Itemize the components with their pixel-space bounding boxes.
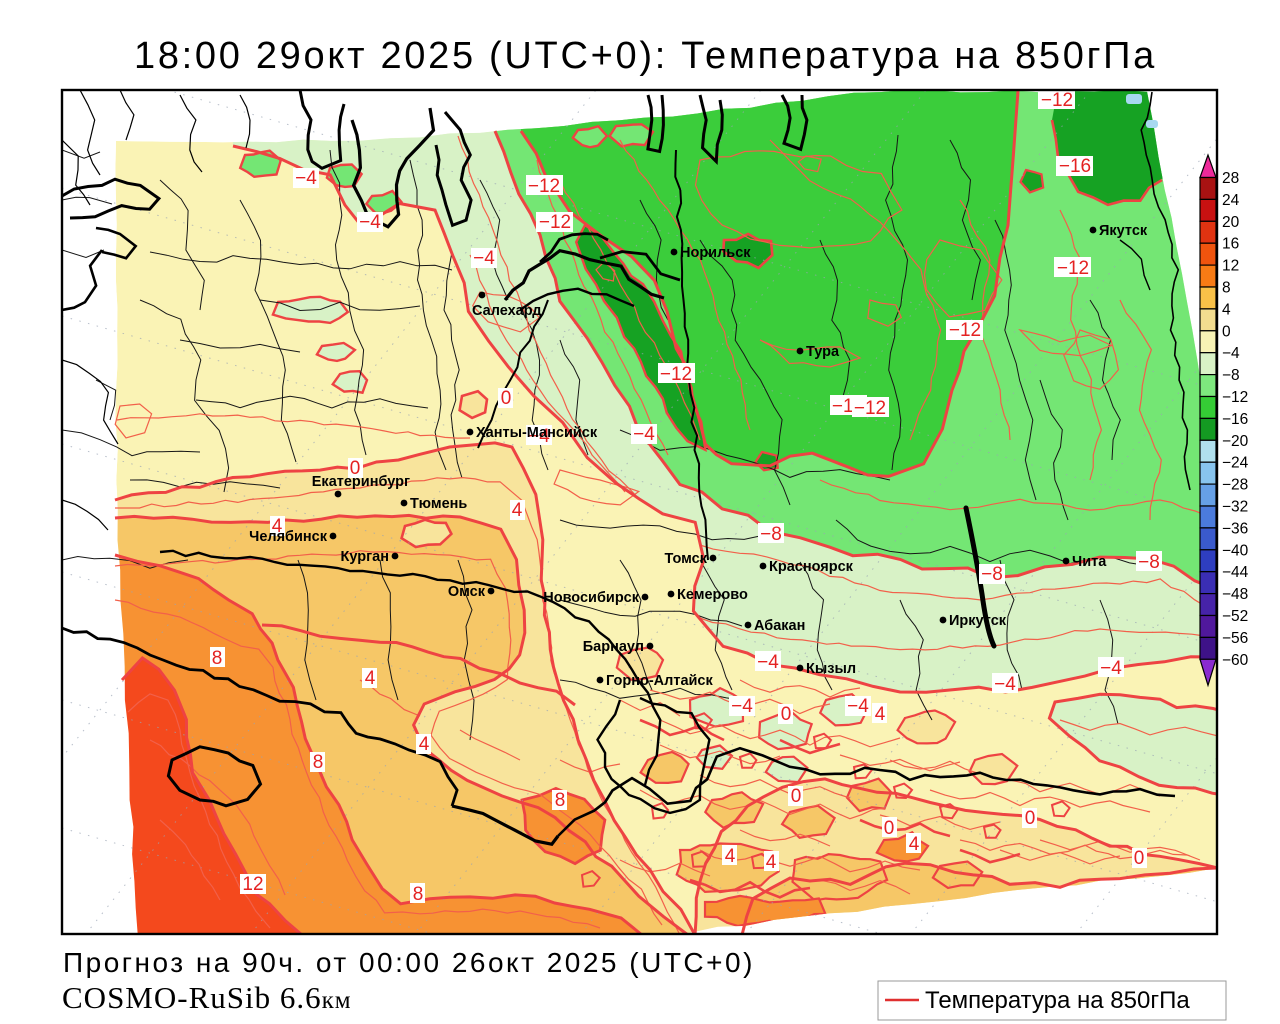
svg-text:Абакан: Абакан — [754, 618, 805, 634]
svg-text:Ханты-Мансийск: Ханты-Мансийск — [476, 425, 598, 441]
svg-text:−44: −44 — [1222, 564, 1249, 581]
svg-text:−4: −4 — [994, 674, 1016, 695]
svg-text:Кемерово: Кемерово — [677, 587, 748, 603]
svg-text:4: 4 — [419, 734, 430, 755]
svg-text:Горно-Алтайск: Горно-Алтайск — [606, 673, 713, 689]
svg-text:Иркутск: Иркутск — [949, 613, 1007, 629]
svg-text:−4: −4 — [1100, 658, 1122, 679]
svg-text:28: 28 — [1222, 170, 1239, 187]
svg-text:−8: −8 — [1222, 367, 1240, 384]
svg-text:8: 8 — [555, 790, 566, 811]
svg-text:24: 24 — [1222, 192, 1240, 209]
svg-text:0: 0 — [884, 818, 895, 839]
svg-text:−12: −12 — [1041, 90, 1073, 111]
svg-text:−52: −52 — [1222, 608, 1248, 625]
svg-text:4: 4 — [512, 500, 523, 521]
svg-text:Новосибирск: Новосибирск — [543, 590, 639, 606]
svg-text:−4: −4 — [1222, 345, 1240, 362]
svg-text:−4: −4 — [757, 652, 779, 673]
svg-text:Салехард: Салехард — [472, 303, 541, 319]
svg-text:−28: −28 — [1222, 477, 1248, 494]
svg-text:4: 4 — [272, 516, 283, 537]
svg-text:Челябинск: Челябинск — [249, 529, 328, 545]
svg-text:0: 0 — [1134, 848, 1145, 869]
svg-text:−40: −40 — [1222, 542, 1249, 559]
svg-text:Барнаул: Барнаул — [583, 639, 644, 655]
svg-text:Температура на 850гПа: Температура на 850гПа — [925, 987, 1190, 1014]
svg-text:Курган: Курган — [341, 549, 389, 565]
svg-text:−36: −36 — [1222, 520, 1248, 537]
svg-text:Норильск: Норильск — [680, 245, 751, 261]
svg-text:−8: −8 — [760, 524, 782, 545]
svg-text:−12: −12 — [1057, 258, 1089, 279]
svg-text:16: 16 — [1222, 236, 1239, 253]
svg-text:−12: −12 — [949, 320, 981, 341]
svg-text:12: 12 — [1222, 258, 1239, 275]
svg-text:−12: −12 — [854, 398, 886, 419]
svg-text:0: 0 — [1025, 808, 1036, 829]
svg-text:Чита: Чита — [1072, 554, 1107, 570]
svg-text:20: 20 — [1222, 214, 1240, 231]
svg-text:−16: −16 — [1059, 156, 1091, 177]
svg-text:−32: −32 — [1222, 499, 1248, 516]
svg-text:COSMO-RuSib 6.6км: COSMO-RuSib 6.6км — [62, 980, 352, 1015]
svg-text:−12: −12 — [660, 364, 692, 385]
svg-text:−12: −12 — [539, 212, 571, 233]
svg-text:4: 4 — [909, 834, 920, 855]
svg-text:8: 8 — [313, 752, 324, 773]
svg-text:−4: −4 — [847, 696, 869, 717]
svg-text:−48: −48 — [1222, 586, 1248, 603]
svg-text:−24: −24 — [1222, 455, 1249, 472]
svg-text:8: 8 — [1222, 280, 1231, 297]
svg-text:Кызыл: Кызыл — [806, 661, 856, 677]
svg-text:−12: −12 — [1222, 389, 1248, 406]
svg-text:−4: −4 — [295, 168, 317, 189]
svg-text:4: 4 — [365, 668, 376, 689]
svg-text:Томск: Томск — [665, 551, 708, 567]
svg-text:−8: −8 — [981, 564, 1003, 585]
svg-text:−8: −8 — [1138, 552, 1160, 573]
svg-text:−16: −16 — [1222, 411, 1248, 428]
svg-text:Якутск: Якутск — [1099, 223, 1148, 239]
svg-text:4: 4 — [725, 846, 736, 867]
svg-text:Тюмень: Тюмень — [410, 496, 467, 512]
svg-text:8: 8 — [212, 648, 223, 669]
svg-text:0: 0 — [791, 786, 802, 807]
svg-text:0: 0 — [501, 388, 512, 409]
svg-text:Красноярск: Красноярск — [769, 559, 854, 575]
svg-text:−4: −4 — [528, 426, 550, 447]
svg-text:Омск: Омск — [448, 584, 486, 600]
svg-text:Тура: Тура — [806, 344, 840, 360]
svg-text:−12: −12 — [528, 176, 560, 197]
svg-text:−56: −56 — [1222, 630, 1248, 647]
svg-text:4: 4 — [875, 704, 886, 725]
svg-text:−60: −60 — [1222, 652, 1249, 669]
svg-text:−4: −4 — [633, 424, 655, 445]
svg-text:−4: −4 — [359, 212, 381, 233]
svg-text:8: 8 — [413, 884, 424, 905]
svg-text:4: 4 — [1222, 301, 1231, 318]
svg-text:Прогноз на 90ч. от 00:00 26окт: Прогноз на 90ч. от 00:00 26окт 2025 (UTC… — [63, 947, 755, 978]
svg-text:Екатеринбург: Екатеринбург — [312, 474, 410, 490]
svg-text:−4: −4 — [473, 248, 495, 269]
svg-text:−4: −4 — [731, 696, 753, 717]
svg-text:0: 0 — [350, 458, 361, 479]
svg-text:18:00 29окт 2025 (UTC+0): Темп: 18:00 29окт 2025 (UTC+0): Температура на… — [134, 35, 1157, 77]
svg-text:12: 12 — [242, 874, 263, 895]
svg-text:0: 0 — [781, 704, 792, 725]
svg-text:4: 4 — [766, 852, 777, 873]
svg-text:0: 0 — [1222, 323, 1231, 340]
svg-text:−20: −20 — [1222, 433, 1249, 450]
